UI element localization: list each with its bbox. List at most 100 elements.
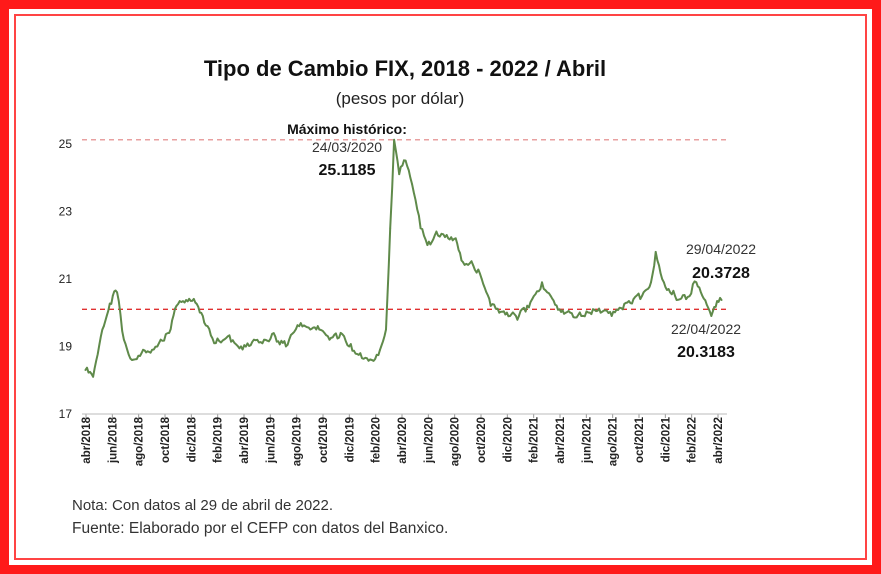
x-tick-label: oct/2021: [634, 416, 646, 463]
y-tick-label: 21: [59, 272, 73, 286]
x-tick-label: jun/2018: [107, 416, 119, 464]
data-point: [632, 298, 635, 301]
data-point: [359, 352, 362, 355]
note-text: Nota: Con datos al 29 de abril de 2022.: [72, 497, 333, 514]
data-point: [389, 227, 392, 230]
x-tick-label: dic/2021: [660, 416, 672, 462]
data-point: [123, 338, 125, 341]
y-tick-label: 17: [59, 407, 73, 421]
max-date: 24/03/2020: [312, 139, 382, 155]
x-tick-label: dic/2018: [186, 416, 198, 462]
series-line-1: [84, 138, 723, 378]
x-tick-label: abr/2019: [239, 417, 251, 464]
source-text: Fuente: Elaborado por el CEFP con datos …: [72, 520, 448, 537]
data-point: [498, 311, 501, 314]
data-point: [309, 328, 312, 331]
data-point: [240, 345, 242, 348]
data-point: [142, 348, 145, 351]
x-axis-ticks: abr/2018 jun/2018 ago/2018 oct/2018 dic/2018…: [81, 414, 725, 466]
series-group: [84, 138, 723, 378]
x-tick-label: ago/2019: [292, 417, 304, 466]
x-tick-label: abr/2020: [397, 417, 409, 464]
x-tick-label: dic/2020: [502, 417, 514, 462]
x-tick-label: abr/2018: [81, 416, 93, 463]
x-tick-label: abr/2022: [713, 417, 725, 464]
data-point: [710, 315, 713, 317]
x-tick-label: jun/2021: [581, 416, 593, 464]
data-point: [298, 325, 301, 328]
data-point: [445, 234, 448, 236]
data-point: [159, 338, 162, 341]
data-point: [328, 338, 331, 341]
data-point: [111, 294, 114, 297]
data-point: [580, 315, 583, 317]
max-value: 25.1185: [319, 162, 376, 179]
data-point: [398, 173, 401, 176]
data-point: [102, 325, 105, 328]
data-point: [662, 281, 665, 284]
data-point: [151, 348, 154, 351]
data-point: [549, 294, 552, 297]
x-tick-label: jun/2020: [423, 417, 435, 464]
data-point: [183, 301, 186, 304]
data-point: [285, 345, 287, 348]
data-point: [263, 338, 266, 341]
data-point: [509, 315, 511, 317]
data-point: [472, 264, 475, 267]
x-tick-label: oct/2019: [318, 417, 330, 463]
last-date: 29/04/2022: [686, 241, 756, 257]
x-tick-label: feb/2020: [371, 417, 383, 463]
x-tick-label: dic/2019: [344, 417, 356, 462]
data-point: [701, 294, 704, 297]
data-point: [411, 183, 413, 186]
data-point: [435, 230, 438, 233]
data-point: [588, 311, 591, 314]
prev-date: 22/04/2022: [671, 321, 741, 337]
data-point: [252, 338, 255, 341]
data-point: [203, 321, 206, 324]
x-tick-label: ago/2018: [134, 416, 146, 466]
x-tick-label: ago/2021: [608, 416, 620, 466]
data-point: [641, 294, 643, 297]
data-point: [599, 311, 602, 314]
x-tick-label: feb/2022: [687, 417, 699, 463]
data-point: [84, 369, 87, 371]
x-tick-label: jun/2019: [265, 417, 277, 464]
chart-subtitle: (pesos por dólar): [336, 89, 465, 108]
data-point: [621, 308, 624, 311]
data-point: [370, 359, 373, 361]
x-tick-label: feb/2021: [529, 416, 541, 463]
data-point: [518, 315, 520, 317]
data-point: [462, 261, 464, 263]
data-point: [175, 305, 178, 307]
last-value: 20.3728: [692, 265, 750, 282]
data-point: [717, 301, 720, 303]
x-tick-label: abr/2021: [555, 416, 567, 463]
data-point: [489, 305, 492, 307]
x-tick-label: ago/2020: [450, 417, 462, 466]
data-point: [454, 237, 457, 240]
max-label: Máximo histórico:: [287, 121, 407, 137]
data-point: [695, 281, 698, 284]
data-point: [720, 299, 723, 301]
data-point: [654, 250, 657, 253]
data-point: [168, 332, 171, 334]
data-point: [404, 159, 407, 162]
y-tick-label: 25: [59, 137, 73, 151]
data-point: [531, 298, 534, 301]
y-axis-ticks: 17 19 21 23 25: [59, 137, 73, 421]
data-point: [558, 308, 561, 311]
data-point: [569, 311, 572, 314]
x-tick-label: feb/2019: [213, 417, 225, 463]
data-point: [131, 359, 133, 361]
data-point: [274, 335, 277, 338]
y-tick-label: 23: [59, 204, 73, 218]
data-point: [226, 335, 229, 338]
data-point: [610, 315, 613, 317]
x-tick-label: oct/2020: [476, 417, 488, 463]
data-point: [318, 328, 321, 331]
data-point: [393, 138, 395, 141]
inner-border-frame: [14, 14, 867, 560]
data-point: [116, 291, 118, 294]
